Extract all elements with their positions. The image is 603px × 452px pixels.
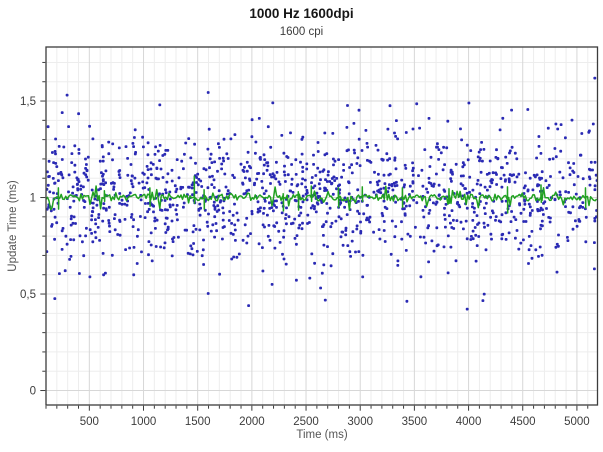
y-tick-label: 1,5 (20, 96, 36, 108)
x-axis-label: Time (ms) (296, 429, 348, 441)
x-tick-label: 2000 (239, 416, 265, 428)
x-tick-label: 5000 (564, 416, 590, 428)
chart-title: 1000 Hz 1600dpi (249, 6, 354, 21)
x-tick-label: 1000 (131, 416, 157, 428)
x-tick-label: 4000 (456, 416, 482, 428)
x-tick-label: 3000 (347, 416, 373, 428)
chart-subtitle: 1600 cpi (279, 26, 324, 38)
x-tick-label: 500 (80, 416, 99, 428)
x-tick-label: 3500 (402, 416, 428, 428)
x-tick-label: 4500 (510, 416, 536, 428)
y-tick-label: 0 (30, 386, 36, 398)
y-tick-label: 1 (30, 193, 36, 205)
average-line-series (46, 175, 598, 214)
scatter-series (46, 76, 598, 311)
tick-labels: 500 1000 1500 2000 2500 3000 3500 4000 4500 5000 0… (20, 96, 590, 428)
axis-ticks (40, 61, 589, 411)
y-tick-label: 0,5 (20, 289, 36, 301)
plot-border (45, 46, 599, 406)
x-tick-label: 2500 (293, 416, 319, 428)
x-tick-label: 1500 (185, 416, 211, 428)
